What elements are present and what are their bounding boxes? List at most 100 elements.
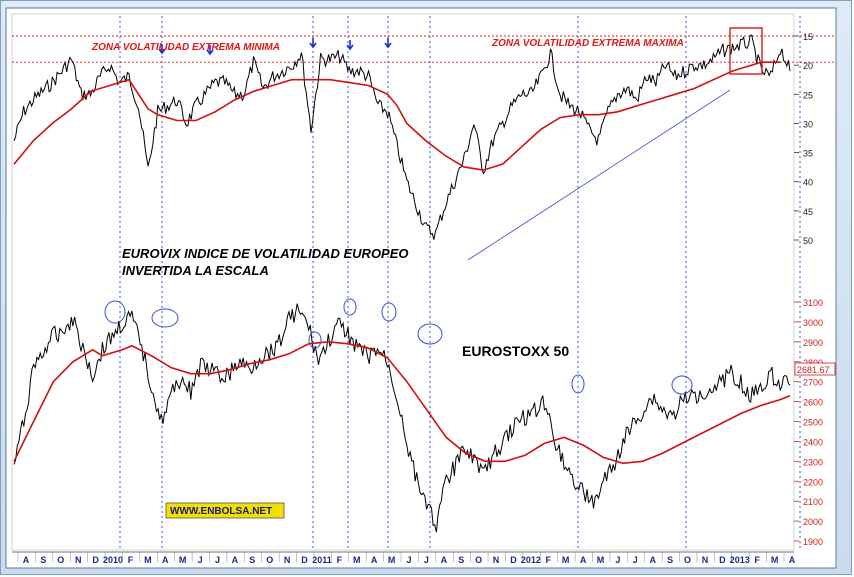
arrow-marker-0 [158, 44, 166, 55]
x-tick-label-39: N [702, 555, 709, 565]
x-tick-label-21: M [388, 555, 396, 565]
x-tick-label-31: M [562, 555, 570, 565]
last-price-tag [794, 362, 836, 376]
x-tick-label-43: M [771, 555, 779, 565]
x-tick-label-10: J [198, 555, 203, 565]
x-tick-label-36: A [649, 555, 656, 565]
x-tick-label-15: N [284, 555, 291, 565]
x-tick-label-28: D [510, 555, 517, 565]
x-tick-label-0: A [23, 555, 30, 565]
x-tick-label-6: F [128, 555, 134, 565]
x-tick-label-20: A [371, 555, 378, 565]
arrow-marker-4 [384, 38, 392, 49]
peak-circle-3 [343, 298, 357, 316]
vix-tick-label-6: 45 [803, 207, 813, 217]
peak-circle-4 [381, 302, 397, 322]
annotation-marks [104, 27, 763, 395]
x-tick-label-24: A [441, 555, 448, 565]
stoxx-tick-label-2: 2100 [803, 497, 823, 507]
arrow-marker-3 [346, 40, 354, 51]
x-tick-label-22: J [406, 555, 411, 565]
vix-tick-label-3: 30 [803, 119, 813, 129]
x-tick-label-26: O [475, 555, 482, 565]
watermark-text: WWW.ENBOLSA.NET [170, 506, 272, 517]
x-tick-label-18: F [337, 555, 343, 565]
vix-title: EUROVIX INDICE DE VOLATILIDAD EUROPEO [122, 246, 409, 261]
x-tick-label-8: A [162, 555, 169, 565]
arrow-marker-1 [206, 45, 214, 56]
x-tick-label-19: M [353, 555, 361, 565]
vix-moving-average-line [13, 61, 781, 171]
x-tick-label-11: J [215, 555, 220, 565]
watermark-box [165, 502, 285, 519]
vertical-guides [119, 16, 801, 549]
stoxx-tick-label-5: 2400 [803, 437, 823, 447]
x-tick-label-13: S [249, 555, 255, 565]
stoxx-moving-average-line [13, 340, 791, 465]
x-axis-labels: A S O N D 2010 F M A M J J A S O N D 2011 F M A M J J A S O N D 2012 F… [12, 551, 796, 565]
x-tick-label-32: A [580, 555, 587, 565]
peak-circle-5 [417, 323, 443, 345]
x-tick-label-2: O [57, 555, 64, 565]
y-axis-ticks: 15 20 25 30 35 40 45 50 1900 2000 2100 2200 2300 2400… [794, 32, 823, 547]
vix-price-line [13, 34, 791, 240]
vix-tick-label-0: 15 [803, 32, 813, 42]
vix-subtitle: INVERTIDA LA ESCALA [122, 263, 269, 278]
stoxx-tick-label-4: 2300 [803, 457, 823, 467]
x-tick-label-37: S [667, 555, 673, 565]
stoxx-price-line [13, 303, 791, 533]
x-tick-label-16: D [301, 555, 308, 565]
x-tick-label-12: A [232, 555, 239, 565]
extreme-zone-box [729, 27, 763, 75]
x-tick-label-44: A [789, 555, 796, 565]
x-tick-label-27: N [493, 555, 500, 565]
peak-circle-1 [151, 308, 179, 328]
x-tick-label-5: 2010 [103, 555, 123, 565]
x-tick-label-7: M [144, 555, 152, 565]
last-price-value: 2681.67 [797, 365, 830, 375]
x-tick-label-30: F [546, 555, 552, 565]
reference-levels [12, 35, 834, 63]
x-tick-label-17: 2011 [312, 555, 332, 565]
stoxx-tick-label-0: 1900 [803, 537, 823, 547]
x-tick-label-42: F [754, 555, 760, 565]
stoxx-tick-label-6: 2500 [803, 418, 823, 428]
arrow-marker-2 [309, 38, 317, 49]
stoxx-tick-label-8: 2700 [803, 378, 823, 388]
x-tick-label-4: D [92, 555, 99, 565]
vix-tick-label-1: 20 [803, 61, 813, 71]
x-tick-label-38: O [684, 555, 691, 565]
x-tick-label-23: J [424, 555, 429, 565]
x-tick-label-14: O [266, 555, 273, 565]
stoxx-tick-label-11: 3000 [803, 318, 823, 328]
stoxx-tick-label-7: 2600 [803, 398, 823, 408]
series-layer [13, 34, 791, 533]
vix-tick-label-2: 25 [803, 90, 813, 100]
peak-circle-7 [671, 375, 693, 395]
x-tick-label-33: M [597, 555, 605, 565]
x-tick-label-1: S [40, 555, 46, 565]
peak-circle-2 [308, 331, 322, 349]
stoxx-tick-label-3: 2200 [803, 477, 823, 487]
zona-maxima-label: ZONA VOLATILIDAD EXTREMA MAXIMA [491, 38, 684, 49]
vix-tick-label-7: 50 [803, 236, 813, 246]
x-tick-label-35: J [633, 555, 638, 565]
x-tick-label-40: D [719, 555, 726, 565]
vix-tick-label-5: 40 [803, 178, 813, 188]
x-tick-label-34: J [615, 555, 620, 565]
zona-minima-label: ZONA VOLATILIDAD EXTREMA MINIMA [91, 42, 280, 53]
peak-circle-6 [571, 374, 585, 394]
vix-tick-label-4: 35 [803, 149, 813, 159]
stoxx-title: EUROSTOXX 50 [462, 343, 569, 359]
stoxx-tick-label-10: 2900 [803, 338, 823, 348]
peak-circle-0 [104, 300, 126, 324]
stoxx-tick-label-12: 3100 [803, 298, 823, 308]
x-tick-label-41: 2013 [730, 555, 750, 565]
x-tick-label-9: M [179, 555, 187, 565]
x-tick-label-29: 2012 [521, 555, 541, 565]
plot-area [11, 13, 795, 551]
vix-trendline [467, 89, 731, 261]
x-tick-label-3: N [75, 555, 82, 565]
x-tick-label-25: S [458, 555, 464, 565]
